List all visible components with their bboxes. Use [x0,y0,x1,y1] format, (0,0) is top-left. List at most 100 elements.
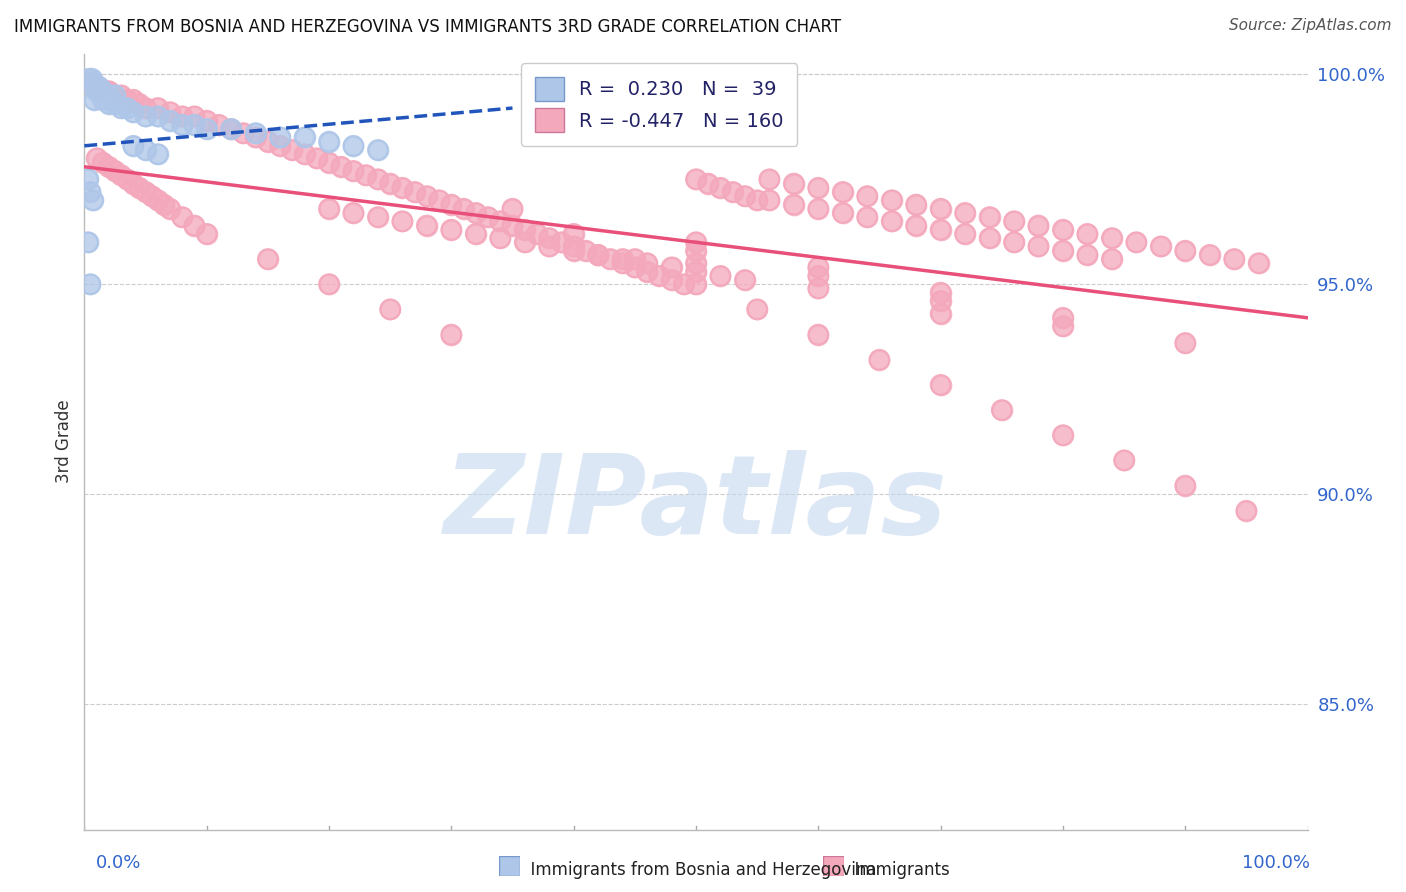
Point [146,194,169,208]
Point [991,403,1014,417]
Point [159,113,181,128]
Point [97,96,120,111]
Point [672,277,695,292]
Point [87,80,110,95]
Point [318,277,340,292]
Point [135,101,157,115]
Text: Immigrants from Bosnia and Herzegovina: Immigrants from Bosnia and Herzegovina [520,861,877,879]
Point [367,210,389,224]
Point [159,105,181,120]
Point [146,110,169,124]
Point [86,152,108,166]
Point [391,180,413,194]
Point [159,202,181,216]
Point [905,219,928,233]
Point [807,202,830,216]
Point [685,256,707,270]
Point [294,130,316,145]
Point [869,352,891,367]
Point [128,96,150,111]
Point [1174,244,1197,258]
Point [208,118,231,132]
Point [1076,227,1098,241]
Point [128,180,150,194]
Point [1101,252,1123,266]
Point [734,273,756,287]
Point [172,118,194,132]
Point [318,155,340,169]
Point [183,118,205,132]
Point [685,244,707,258]
Point [115,93,138,107]
Point [612,256,634,270]
Point [172,210,194,224]
Point [219,122,242,136]
Point [172,210,194,224]
Point [612,256,634,270]
Point [453,202,475,216]
Point [1101,231,1123,245]
Text: 0.0%: 0.0% [96,855,141,872]
Point [104,96,127,111]
Point [146,101,169,115]
Point [1125,235,1147,250]
Point [219,122,242,136]
Point [880,214,903,228]
Point [1052,310,1074,325]
Point [758,172,780,186]
Point [391,214,413,228]
Point [513,223,536,237]
Point [135,101,157,115]
Point [709,268,731,283]
Point [135,143,157,157]
Point [1002,235,1025,250]
Point [685,256,707,270]
Point [380,302,402,317]
Point [905,219,928,233]
Point [929,307,952,321]
Point [489,214,512,228]
Point [526,227,548,241]
Point [831,206,853,220]
Point [538,231,561,245]
Point [146,110,169,124]
Point [929,293,952,308]
Point [416,189,439,203]
Text: ZIPatlas: ZIPatlas [444,450,948,558]
Legend: R =  0.230   N =  39, R = -0.447   N = 160: R = 0.230 N = 39, R = -0.447 N = 160 [522,63,797,145]
Point [318,277,340,292]
Point [1052,244,1074,258]
Point [330,160,353,174]
Point [1174,244,1197,258]
Point [1150,239,1173,253]
Point [269,130,291,145]
Point [135,110,157,124]
Point [929,202,952,216]
Point [783,197,806,211]
Text: IMMIGRANTS FROM BOSNIA AND HERZEGOVINA VS IMMIGRANTS 3RD GRADE CORRELATION CHART: IMMIGRANTS FROM BOSNIA AND HERZEGOVINA V… [14,18,841,36]
Point [502,219,524,233]
Point [1223,252,1246,266]
Point [195,227,218,241]
Point [758,194,780,208]
Point [648,268,671,283]
Point [1028,239,1050,253]
Point [526,227,548,241]
Point [807,180,830,194]
Point [97,84,120,98]
Point [721,185,744,199]
Point [104,164,127,178]
Point [110,101,132,115]
Point [83,80,105,95]
Point [1028,219,1050,233]
Point [1174,335,1197,350]
Point [219,122,242,136]
Point [1052,428,1074,442]
Point [79,76,101,90]
Point [104,88,127,103]
Point [115,101,138,115]
Point [86,80,108,95]
Point [77,172,100,186]
Point [685,277,707,292]
Point [1002,214,1025,228]
